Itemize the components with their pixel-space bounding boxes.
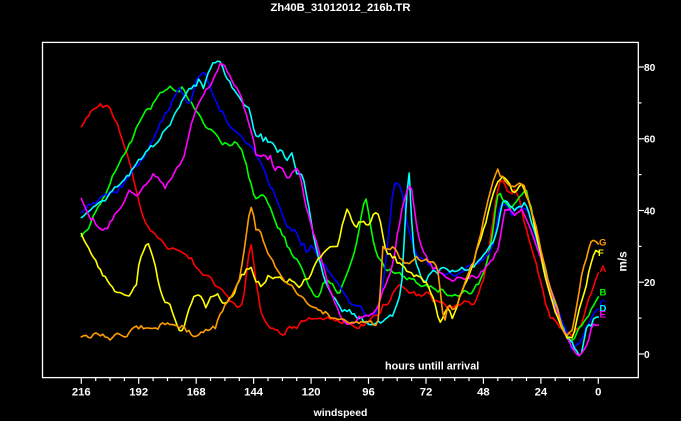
svg-text:0: 0 <box>644 350 650 361</box>
svg-text:B: B <box>600 288 607 299</box>
svg-text:168: 168 <box>187 387 206 399</box>
svg-text:C: C <box>600 299 607 310</box>
svg-text:96: 96 <box>362 387 375 399</box>
svg-text:hours untill arrival: hours untill arrival <box>385 361 479 373</box>
svg-text:144: 144 <box>244 387 264 399</box>
svg-text:m/s: m/s <box>616 251 630 272</box>
svg-text:40: 40 <box>644 206 656 217</box>
svg-text:0: 0 <box>595 387 601 399</box>
svg-text:D: D <box>600 304 607 315</box>
svg-text:windspeed: windspeed <box>313 408 368 419</box>
svg-text:20: 20 <box>644 278 656 289</box>
svg-text:80: 80 <box>644 63 656 74</box>
svg-text:Zh40B_31012012_216b.TR: Zh40B_31012012_216b.TR <box>271 2 411 14</box>
svg-text:A: A <box>600 264 607 275</box>
svg-text:G: G <box>599 238 606 249</box>
svg-text:216: 216 <box>72 387 91 399</box>
svg-text:48: 48 <box>477 387 490 399</box>
svg-text:E: E <box>600 310 606 321</box>
svg-text:120: 120 <box>302 387 321 399</box>
svg-text:60: 60 <box>644 135 656 146</box>
svg-text:72: 72 <box>420 387 433 399</box>
svg-text:192: 192 <box>129 387 148 399</box>
svg-text:F: F <box>598 248 604 259</box>
svg-text:24: 24 <box>535 387 548 399</box>
